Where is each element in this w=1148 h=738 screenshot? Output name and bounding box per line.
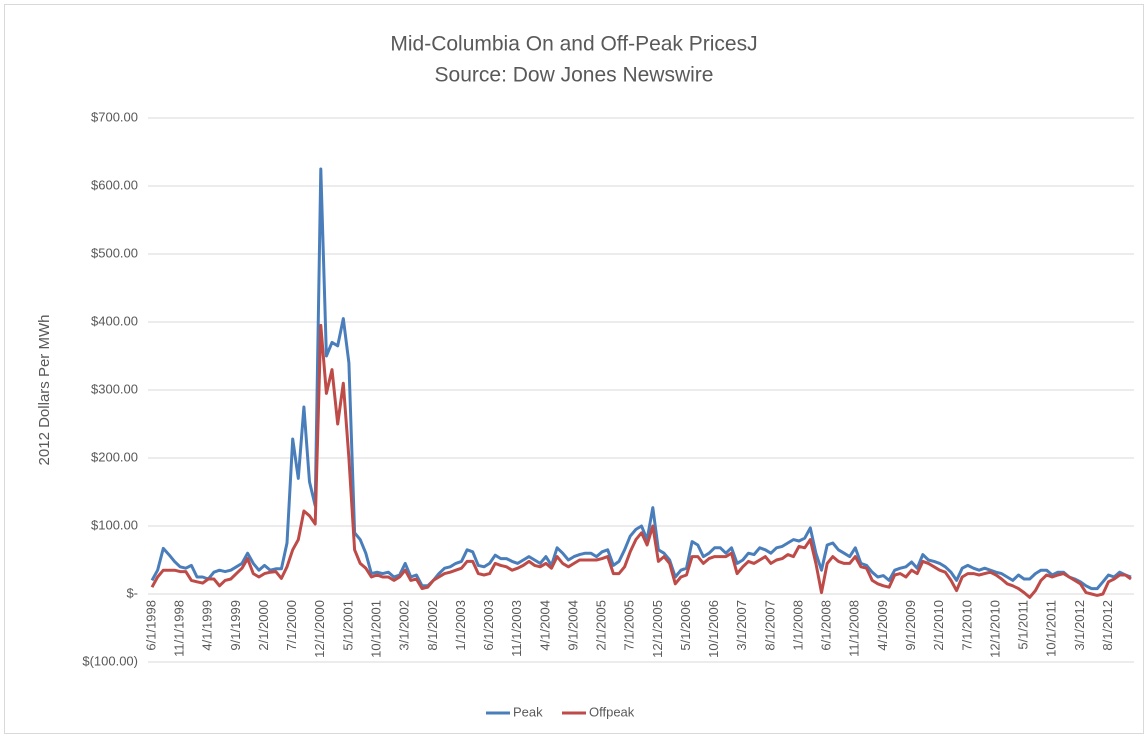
y-tick-label: $600.00 [91,177,138,192]
x-tick-label: 9/1/1999 [228,600,243,651]
series-line [150,323,1132,599]
y-tick-label: $300.00 [91,381,138,396]
x-tick-label: 9/1/2004 [565,600,580,651]
x-tick-label: 7/1/2010 [959,600,974,651]
y-tick-label: $(100.00) [82,653,138,668]
x-tick-label: 5/1/2006 [678,600,693,651]
x-tick-label: 5/1/2001 [340,600,355,651]
x-tick-label: 10/1/2011 [1044,600,1059,657]
x-tick-label: 11/1/2008 [847,600,862,657]
x-tick-label: 4/1/1999 [200,600,215,651]
chart-subtitle: Source: Dow Jones Newswire [435,64,714,87]
x-tick-label: 2/1/2005 [594,600,609,651]
x-tick-label: 4/1/2009 [875,600,890,651]
y-tick-label: $200.00 [91,449,138,464]
x-tick-label: 10/1/2006 [706,600,721,658]
x-tick-label: 7/1/2005 [622,600,637,651]
x-tick-label: 2/1/2010 [931,600,946,651]
y-tick-label: $700.00 [91,109,138,124]
x-tick-label: 12/1/2000 [312,600,327,658]
y-tick-label: $- [126,585,138,600]
x-tick-label: 8/1/2012 [1100,600,1115,651]
x-tick-label: 1/1/2008 [790,600,805,651]
x-tick-label: 6/1/2008 [819,600,834,651]
x-tick-label: 11/1/1998 [172,600,187,657]
x-tick-label: 9/1/2009 [903,600,918,651]
x-tick-label: 12/1/2005 [650,600,665,658]
y-axis-label: 2012 Dollars Per MWh [36,315,53,466]
x-tick-label: 3/1/2002 [397,600,412,651]
x-tick-label: 3/1/2012 [1072,600,1087,651]
x-tick-label: 5/1/2011 [1016,600,1031,650]
y-tick-label: $100.00 [91,517,138,532]
x-tick-label: 8/1/2007 [762,600,777,651]
x-tick-label: 4/1/2004 [537,600,552,651]
x-tick-label: 10/1/2001 [368,600,383,658]
y-tick-label: $400.00 [91,313,138,328]
legend-label: Peak [513,704,543,719]
x-tick-label: 6/1/2003 [481,600,496,651]
x-tick-label: 11/1/2003 [509,600,524,657]
legend-label: Offpeak [589,704,635,719]
chart-title: Mid-Columbia On and Off-Peak PricesJ [390,33,757,56]
x-tick-label: 6/1/1998 [143,600,158,651]
y-tick-label: $500.00 [91,245,138,260]
chart-border [4,4,1144,734]
x-tick-label: 2/1/2000 [256,600,271,651]
x-tick-label: 3/1/2007 [734,600,749,651]
x-tick-label: 1/1/2003 [453,600,468,651]
x-tick-label: 8/1/2002 [425,600,440,651]
x-tick-label: 12/1/2010 [987,600,1002,658]
x-tick-label: 7/1/2000 [284,600,299,651]
